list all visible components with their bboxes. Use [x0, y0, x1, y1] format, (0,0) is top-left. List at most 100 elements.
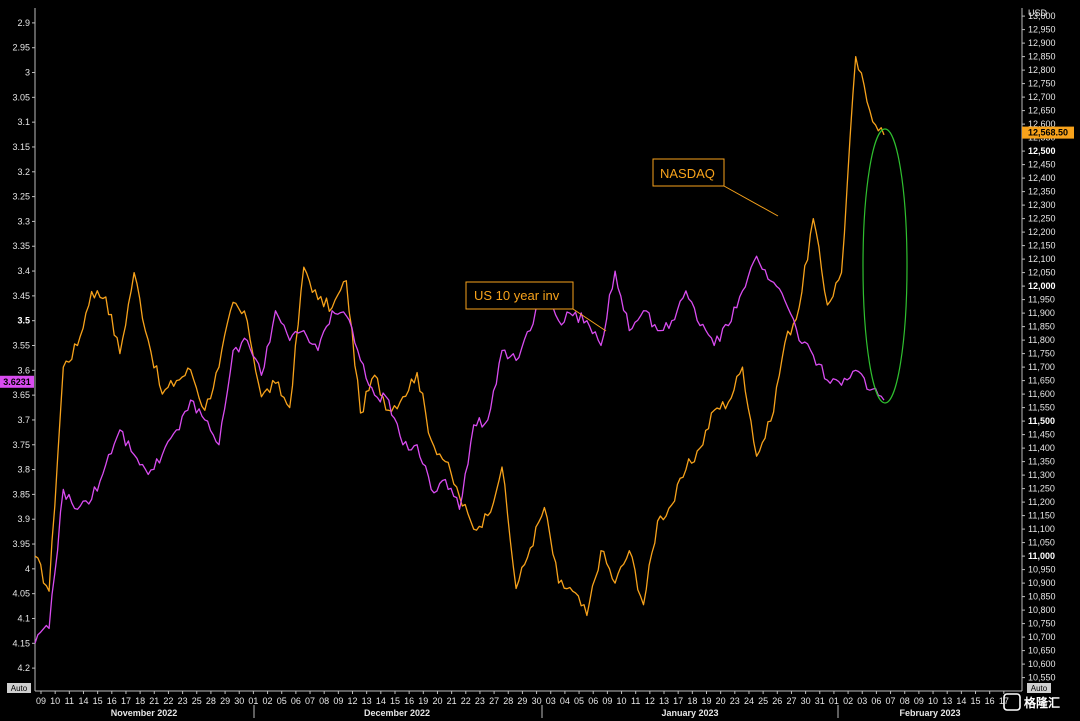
x-tick-label: 09	[914, 696, 924, 706]
x-tick-label: 16	[107, 696, 117, 706]
x-tick-label: 28	[503, 696, 513, 706]
x-tick-label: 22	[163, 696, 173, 706]
right-tick-label: 12,300	[1028, 200, 1056, 210]
x-tick-label: 01	[248, 696, 258, 706]
x-tick-label: 23	[475, 696, 485, 706]
right-tick-label: 10,750	[1028, 619, 1056, 629]
right-last-value-badge	[1022, 126, 1074, 139]
watermark-logo-icon	[1003, 693, 1021, 711]
right-tick-label: 11,950	[1028, 295, 1055, 305]
x-tick-label: 14	[78, 696, 88, 706]
month-label: February 2023	[899, 708, 960, 718]
right-tick-label: 12,800	[1028, 65, 1056, 75]
left-tick-label: 3.2	[17, 167, 30, 177]
right-auto-label: Auto	[1031, 684, 1048, 693]
x-tick-label: 26	[772, 696, 782, 706]
right-tick-label: 12,900	[1028, 38, 1056, 48]
right-axis-unit: USD	[1028, 8, 1048, 18]
month-label: December 2022	[364, 708, 430, 718]
x-tick-label: 02	[843, 696, 853, 706]
right-tick-label: 10,800	[1028, 605, 1056, 615]
right-tick-label: 12,700	[1028, 92, 1056, 102]
x-tick-label: 27	[786, 696, 796, 706]
right-tick-label: 12,950	[1028, 25, 1056, 35]
right-tick-label: 11,200	[1028, 497, 1055, 507]
left-tick-label: 3.45	[12, 291, 30, 301]
x-tick-label: 09	[333, 696, 343, 706]
left-auto-button[interactable]	[7, 683, 31, 693]
x-tick-label: 06	[588, 696, 598, 706]
right-tick-label: 12,450	[1028, 160, 1056, 170]
x-tick-label: 06	[871, 696, 881, 706]
right-tick-label: 12,100	[1028, 254, 1056, 264]
x-tick-label: 20	[432, 696, 442, 706]
right-tick-label: 11,650	[1028, 376, 1055, 386]
annotation-nasdaq-box	[652, 158, 725, 187]
month-label: January 2023	[661, 708, 718, 718]
annotation-nasdaq: NASDAQ	[652, 158, 779, 217]
left-tick-label: 3.1	[17, 117, 30, 127]
right-tick-label: 12,850	[1028, 52, 1056, 62]
right-auto-button[interactable]	[1027, 683, 1051, 693]
left-tick-label: 3.85	[12, 489, 30, 499]
left-tick-label: 3.3	[17, 216, 30, 226]
right-tick-label: 11,700	[1028, 362, 1055, 372]
x-tick-label: 28	[206, 696, 216, 706]
x-tick-label: 18	[687, 696, 697, 706]
right-tick-label: 10,650	[1028, 646, 1056, 656]
x-tick-label: 03	[546, 696, 556, 706]
x-tick-label: 25	[758, 696, 768, 706]
x-tick-label: 19	[701, 696, 711, 706]
x-tick-label: 07	[305, 696, 315, 706]
right-tick-label: 10,850	[1028, 592, 1056, 602]
right-tick-label: 11,600	[1028, 389, 1055, 399]
left-tick-label: 3.4	[17, 266, 30, 276]
left-axis: 2.9 2.95 3 3.05 3.1 3.15 3.2 3.25 3.3 3.35 3.4 3.45…	[0, 8, 36, 693]
right-tick-label: 12,650	[1028, 106, 1056, 116]
left-tick-label: 4.05	[12, 589, 30, 599]
x-tick-label: 25	[192, 696, 202, 706]
x-tick-label: 15	[971, 696, 981, 706]
x-tick-label: 07	[886, 696, 896, 706]
left-tick-label: 3.55	[12, 341, 30, 351]
right-tick-label: 12,050	[1028, 268, 1056, 278]
right-tick-label: 11,300	[1028, 470, 1055, 480]
x-tick-label: 30	[234, 696, 244, 706]
left-tick-label: 3.8	[17, 465, 30, 475]
right-tick-label: 12,500	[1028, 146, 1056, 156]
annotation-us10y-box	[465, 281, 574, 310]
x-tick-label: 30	[532, 696, 542, 706]
x-tick-label: 01	[829, 696, 839, 706]
annotation-us10y-pointer	[572, 308, 607, 332]
right-tick-label: 12,250	[1028, 214, 1056, 224]
right-tick-label: 11,900	[1028, 308, 1055, 318]
x-tick-label: 12	[645, 696, 655, 706]
right-tick-label: 11,150	[1028, 511, 1055, 521]
x-tick-label: 08	[319, 696, 329, 706]
right-tick-label: 12,150	[1028, 241, 1056, 251]
x-tick-label: 21	[149, 696, 159, 706]
x-tick-label: 09	[36, 696, 46, 706]
x-tick-label: 11	[65, 696, 74, 706]
x-tick-label: 24	[744, 696, 754, 706]
right-tick-label: 11,250	[1028, 484, 1055, 494]
annotation-us10y: US 10 year inv	[465, 281, 607, 332]
x-tick-label: 09	[602, 696, 612, 706]
series-group	[34, 55, 885, 644]
watermark: 格隆汇	[1003, 693, 1060, 711]
left-tick-label: 4	[25, 564, 30, 574]
x-tick-label: 16	[404, 696, 414, 706]
left-tick-label: 3.95	[12, 539, 30, 549]
left-tick-label: 2.95	[12, 43, 30, 53]
right-tick-label: 11,000	[1028, 551, 1055, 561]
right-tick-label: 10,550	[1028, 673, 1056, 683]
left-last-value-badge	[0, 375, 34, 388]
right-tick-label: 12,400	[1028, 173, 1056, 183]
series-line-us10y	[34, 255, 885, 644]
left-tick-label: 4.15	[12, 638, 30, 648]
right-tick-label: 11,100	[1028, 524, 1055, 534]
x-tick-label: 17	[121, 696, 131, 706]
x-tick-label: 31	[815, 696, 825, 706]
x-tick-label: 06	[291, 696, 301, 706]
